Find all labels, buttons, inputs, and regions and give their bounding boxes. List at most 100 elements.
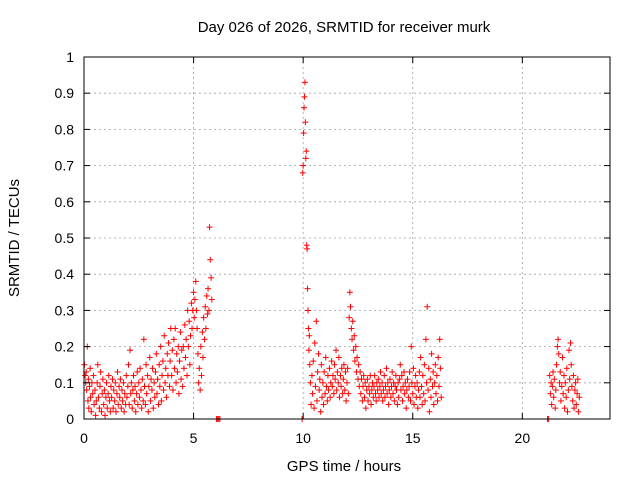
data-point: [354, 354, 361, 361]
data-point: [322, 354, 329, 361]
data-point: [321, 368, 328, 375]
data-point: [200, 354, 207, 361]
data-point: [351, 332, 358, 339]
data-point: [187, 332, 194, 339]
data-point: [129, 387, 136, 394]
data-point: [414, 379, 421, 386]
data-point: [419, 401, 426, 408]
data-point: [414, 405, 421, 412]
data-point: [145, 408, 152, 415]
plot-frame: [83, 56, 611, 420]
y-tick-label: 0: [66, 411, 74, 427]
data-point: [153, 390, 160, 397]
data-point: [134, 401, 141, 408]
data-point: [563, 394, 570, 401]
data-point: [319, 379, 326, 386]
data-point: [311, 339, 318, 346]
data-point: [188, 300, 195, 307]
data-point: [121, 390, 128, 397]
data-point: [562, 379, 569, 386]
data-point: [415, 387, 422, 394]
data-point: [316, 387, 323, 394]
data-point: [204, 311, 211, 318]
data-point: [174, 368, 181, 375]
y-tick-label: 0.4: [55, 266, 75, 282]
data-point: [366, 390, 373, 397]
data-point: [118, 387, 125, 394]
data-point: [117, 376, 124, 383]
data-point: [560, 372, 567, 379]
data-point: [412, 372, 419, 379]
data-point: [101, 387, 108, 394]
data-point: [436, 336, 443, 343]
data-point: [360, 372, 367, 379]
data-point: [422, 336, 429, 343]
data-point: [389, 368, 396, 375]
data-point: [93, 397, 100, 404]
data-point: [176, 358, 183, 365]
data-point: [181, 321, 188, 328]
data-point: [208, 274, 215, 281]
data-point: [154, 376, 161, 383]
data-point: [100, 401, 107, 408]
data-point: [127, 390, 134, 397]
x-tick-label: 0: [80, 430, 88, 446]
data-point: [185, 343, 192, 350]
data-point: [573, 401, 580, 408]
data-point: [340, 361, 347, 368]
data-point: [568, 361, 575, 368]
data-point: [362, 379, 369, 386]
data-point: [332, 376, 339, 383]
data-point: [152, 368, 159, 375]
data-point: [379, 397, 386, 404]
data-point: [384, 390, 391, 397]
data-point: [302, 155, 309, 162]
data-point: [345, 390, 352, 397]
data-point: [147, 397, 154, 404]
data-point: [574, 376, 581, 383]
data-point: [333, 387, 340, 394]
data-point: [376, 383, 383, 390]
data-point: [195, 379, 202, 386]
data-point: [114, 368, 121, 375]
data-point: [313, 397, 320, 404]
data-point: [361, 394, 368, 401]
data-point: [335, 379, 342, 386]
data-point: [374, 387, 381, 394]
data-point: [173, 350, 180, 357]
data-point: [82, 372, 89, 379]
data-point: [306, 332, 313, 339]
data-point: [375, 376, 382, 383]
data-point: [167, 358, 174, 365]
data-point: [378, 390, 385, 397]
data-point: [184, 307, 191, 314]
data-point: [381, 372, 388, 379]
data-point: [419, 372, 426, 379]
data-point: [116, 383, 123, 390]
data-point: [386, 387, 393, 394]
data-point: [355, 361, 362, 368]
data-point: [559, 354, 566, 361]
x-tick-labels: 0 5 10 15 20: [80, 430, 530, 446]
data-point: [569, 397, 576, 404]
data-point: [426, 408, 433, 415]
data-point: [327, 394, 334, 401]
data-point: [314, 368, 321, 375]
data-point: [395, 379, 402, 386]
data-point: [207, 256, 214, 263]
data-point: [175, 343, 182, 350]
data-point: [372, 390, 379, 397]
y-tick-label: 1: [66, 49, 74, 65]
data-point: [556, 379, 563, 386]
y-tick-label: 0.8: [55, 121, 75, 137]
data-point: [175, 390, 182, 397]
data-point: [335, 354, 342, 361]
data-point: [186, 318, 193, 325]
data-point: [344, 379, 350, 386]
chart-title: Day 026 of 2026, SRMTID for receiver mur…: [198, 19, 491, 36]
data-point: [572, 379, 579, 386]
data-point: [391, 397, 398, 404]
data-point: [159, 358, 166, 365]
data-point: [198, 372, 205, 379]
data-point: [368, 387, 375, 394]
